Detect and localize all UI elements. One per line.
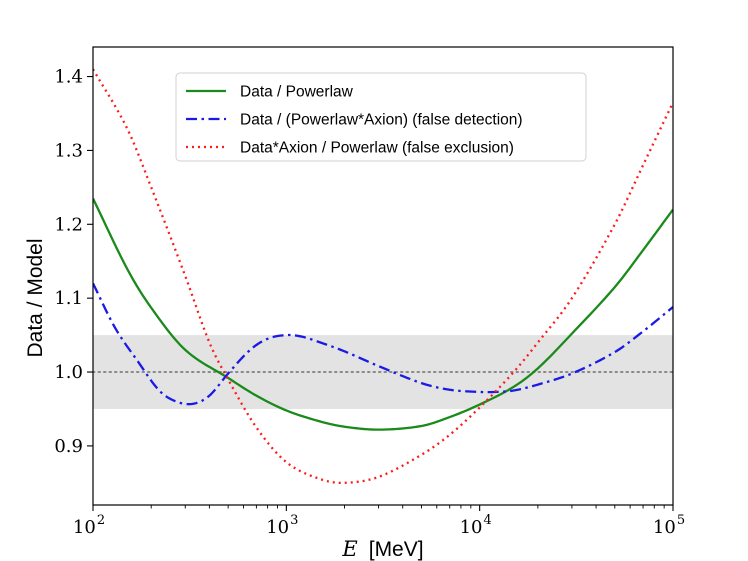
y-tick-label: 1.0 — [54, 362, 83, 383]
x-axis-label-variable: E — [341, 537, 357, 561]
legend-label-1: Data / Powerlaw — [240, 84, 354, 101]
x-axis-label-unit: [MeV] — [369, 538, 424, 561]
x-tick-label-base: 10 — [266, 517, 289, 538]
x-tick-label: 103 — [266, 513, 298, 538]
x-tick-label-base: 10 — [653, 517, 676, 538]
x-axis-label: E [MeV] — [341, 537, 423, 561]
plot-area — [93, 68, 673, 485]
legend-label-3: Data*Axion / Powerlaw (false exclusion) — [240, 140, 514, 157]
y-tick-label: 1.3 — [54, 140, 83, 161]
x-tick-label-base: 10 — [73, 517, 96, 538]
axes-frame — [92, 46, 674, 506]
y-tick-label: 1.1 — [54, 288, 83, 309]
x-tick-label-exponent: 5 — [677, 513, 685, 528]
legend-label-2: Data / (Powerlaw*Axion) (false detection… — [240, 112, 523, 129]
x-tick-label-exponent: 4 — [483, 513, 491, 528]
y-tick-label: 1.4 — [54, 67, 83, 88]
x-tick-label-base: 10 — [460, 517, 483, 538]
x-tick-label: 105 — [653, 513, 685, 538]
y-tick-label: 1.2 — [54, 214, 83, 235]
legend: Data / Powerlaw Data / (Powerlaw*Axion) (… — [175, 72, 587, 162]
x-tick-label: 102 — [73, 513, 105, 538]
series-line-2 — [93, 282, 673, 406]
y-axis-label: Data / Model — [24, 238, 47, 357]
x-tick-label-exponent: 3 — [290, 513, 298, 528]
y-tick-label: 0.9 — [54, 436, 83, 457]
legend-box — [175, 72, 587, 162]
plot-inner — [93, 68, 673, 485]
x-tick-label: 104 — [460, 513, 492, 538]
x-tick-label-exponent: 2 — [97, 513, 105, 528]
series-line-1 — [93, 197, 673, 431]
